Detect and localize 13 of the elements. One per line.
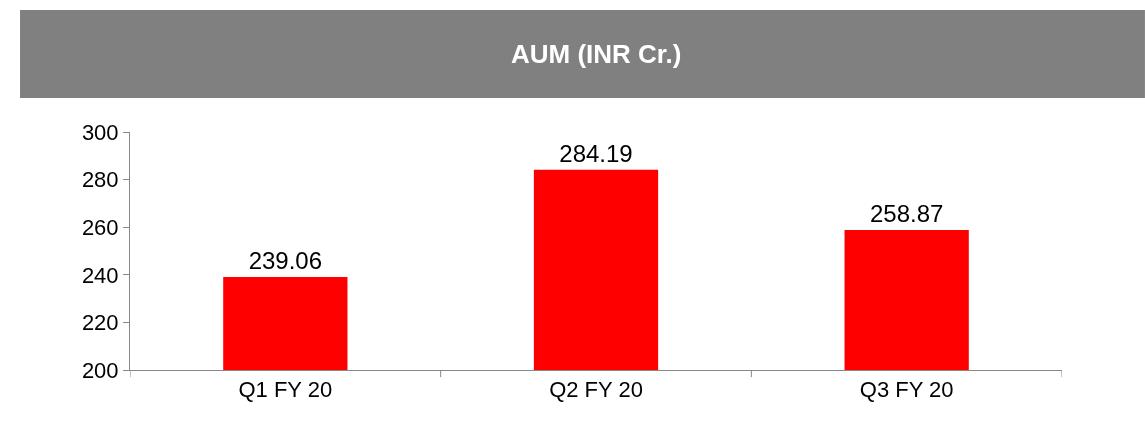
y-tick-label: 220 <box>81 310 119 336</box>
data-label: 239.06 <box>248 247 323 275</box>
data-label: 258.87 <box>869 199 944 227</box>
y-tick-label: 280 <box>81 167 119 193</box>
x-tick-label: Q2 FY 20 <box>549 377 643 403</box>
y-tick-label: 240 <box>81 262 119 288</box>
x-tick-label: Q1 FY 20 <box>238 377 333 403</box>
y-tick-label: 200 <box>81 357 119 383</box>
data-label: 284.19 <box>559 139 633 167</box>
x-tick-label: Q3 FY 20 <box>859 377 954 403</box>
chart-title: AUM (INR Cr.) <box>511 39 682 69</box>
y-tick-label: 300 <box>81 119 119 145</box>
y-tick-label: 260 <box>81 214 119 240</box>
